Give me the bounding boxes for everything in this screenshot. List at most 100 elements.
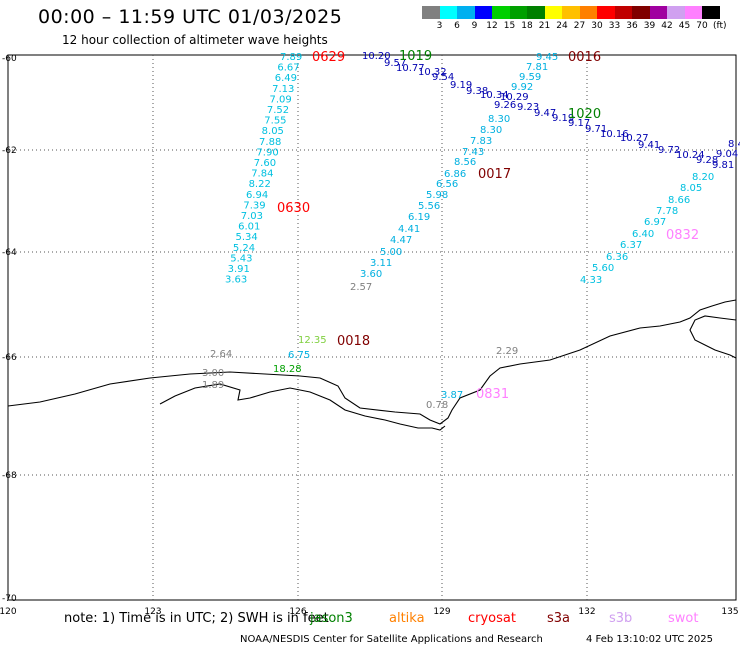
wave-height-label: 7.83 [470, 136, 492, 147]
page-subtitle: 12 hour collection of altimeter wave hei… [62, 33, 328, 47]
legend-item-s3a: s3a [547, 611, 571, 626]
colorbar-swatch [597, 6, 615, 19]
wave-height-label: 7.81 [526, 62, 548, 73]
colorbar-swatch [492, 6, 510, 19]
wave-height-label: 7.60 [254, 158, 276, 169]
wave-height-label: 9.23 [517, 102, 539, 113]
wave-height-label: 9.17 [568, 118, 590, 129]
legend-item-altika: altika [389, 611, 425, 626]
colorbar-swatch [632, 6, 650, 19]
wave-height-label: 3.11 [370, 258, 392, 269]
wave-height-label: 9.92 [511, 82, 533, 93]
wave-height-label: 9.72 [658, 145, 680, 156]
wave-height-label: 6.37 [620, 240, 642, 251]
colorbar-swatch [509, 6, 527, 19]
legend-item-s3b: s3b [609, 611, 633, 626]
wave-height-label: 0.78 [426, 400, 448, 411]
wave-height-label: 10.20 [362, 51, 391, 62]
colorbar-swatch [649, 6, 667, 19]
wave-height-label: 8.30 [480, 125, 502, 136]
colorbar-tick-label: 9 [471, 21, 478, 31]
colorbar-swatch [474, 6, 492, 19]
wave-height-label: 10.27 [620, 133, 649, 144]
pass-id-label: 0630 [277, 201, 310, 216]
lat-tick-label: -62 [2, 146, 17, 156]
colorbar-tick-label: 18 [521, 21, 533, 31]
colorbar-tick-label: 21 [538, 21, 551, 31]
wave-height-label: 6.75 [288, 350, 310, 361]
pass-id-label: 0629 [312, 50, 345, 65]
legend-item-swot: swot [668, 611, 699, 626]
wave-height-label: 4.33 [580, 275, 602, 286]
pass-id-label: 1019 [399, 49, 432, 64]
wave-height-label: 1.89 [202, 380, 224, 391]
lat-gridlines [8, 149, 736, 476]
wave-height-label: 9.57 [384, 58, 406, 69]
lat-tick-label: -68 [2, 471, 17, 481]
wave-height-label: 6.19 [408, 212, 430, 223]
coastline [7, 299, 737, 431]
wave-height-label: 9.41 [638, 140, 660, 151]
colorbar-swatch [562, 6, 580, 19]
timestamp-text: 4 Feb 13:10:02 UTC 2025 [586, 634, 713, 645]
colorbar-tick-label: 27 [573, 21, 586, 31]
wave-height-label: 2.64 [210, 349, 232, 360]
wave-height-label: 7.39 [243, 200, 265, 211]
colorbar-tick-label: 39 [643, 21, 656, 31]
colorbar-swatch [684, 6, 702, 19]
wave-height-label: 2.57 [350, 282, 372, 293]
wave-height-label: 5.60 [592, 263, 614, 274]
wave-height-label: 10.34 [480, 90, 509, 101]
colorbar-swatch [457, 6, 475, 19]
colorbar-tick-label: 24 [556, 21, 568, 31]
colorbar-swatch [702, 6, 720, 19]
wave-height-label: 7.13 [272, 84, 294, 95]
lat-tick-label: -64 [2, 248, 17, 258]
colorbar-tick-label: 3 [436, 21, 443, 31]
wave-height-label: 3.91 [228, 264, 250, 275]
wave-height-label: 3.60 [360, 269, 382, 280]
colorbar-swatch [614, 6, 632, 19]
wave-height-label: 5.00 [380, 247, 402, 258]
wave-height-label: 6.56 [436, 179, 458, 190]
wave-height-label: 7.55 [264, 116, 286, 127]
colorbar-tick-label: 70 [696, 21, 708, 31]
wave-height-label: 5.34 [235, 232, 257, 243]
wave-height-label: 6.97 [644, 217, 666, 228]
colorbar-tick-label: 33 [608, 21, 621, 31]
pass-id-label: 0018 [337, 334, 370, 349]
legend-item-jason3: jason3 [310, 611, 353, 626]
wave-height-label: 7.89 [280, 52, 302, 63]
wave-height-label: 18.28 [273, 364, 302, 375]
wave-height-label: 9.45 [536, 52, 558, 63]
legend-item-cryosat: cryosat [468, 611, 516, 626]
wave-height-label: 6.67 [277, 63, 299, 74]
wave-height-label: 9.47 [534, 108, 556, 119]
colorbar-tick-label: 12 [486, 21, 498, 31]
wave-height-label: 9.04 [716, 149, 738, 160]
credit-text: NOAA/NESDIS Center for Satellite Applica… [240, 634, 543, 645]
lat-tick-label: -60 [2, 54, 17, 64]
wave-height-label: 7.78 [656, 206, 678, 217]
pass-id-label: 0017 [478, 167, 511, 182]
wave-height-label: 5.43 [230, 253, 252, 264]
colorbar-tick-label: 15 [503, 21, 516, 31]
wave-height-label: 7.52 [267, 105, 289, 116]
wave-height-label: 7.90 [256, 147, 278, 158]
colorbar-tick-label: 6 [454, 21, 460, 31]
wave-height-label: 8.20 [692, 172, 714, 183]
colorbar-tick-label: 42 [661, 21, 673, 31]
lon-tick-label: 135 [721, 607, 738, 617]
lon-tick-label: 123 [144, 607, 161, 617]
wave-height-label: 7.43 [462, 147, 484, 158]
wave-height-label: 7.88 [259, 137, 281, 148]
lon-tick-label: 120 [0, 607, 17, 617]
wave-height-label: 7.84 [251, 169, 273, 180]
map-frame [7, 54, 737, 601]
colorbar-swatch [422, 6, 440, 19]
wave-height-label: 2.29 [496, 346, 518, 357]
wave-height-label: 9.28 [696, 155, 718, 166]
lon-gridlines [152, 55, 588, 600]
wave-height-label: 6.36 [606, 252, 628, 263]
